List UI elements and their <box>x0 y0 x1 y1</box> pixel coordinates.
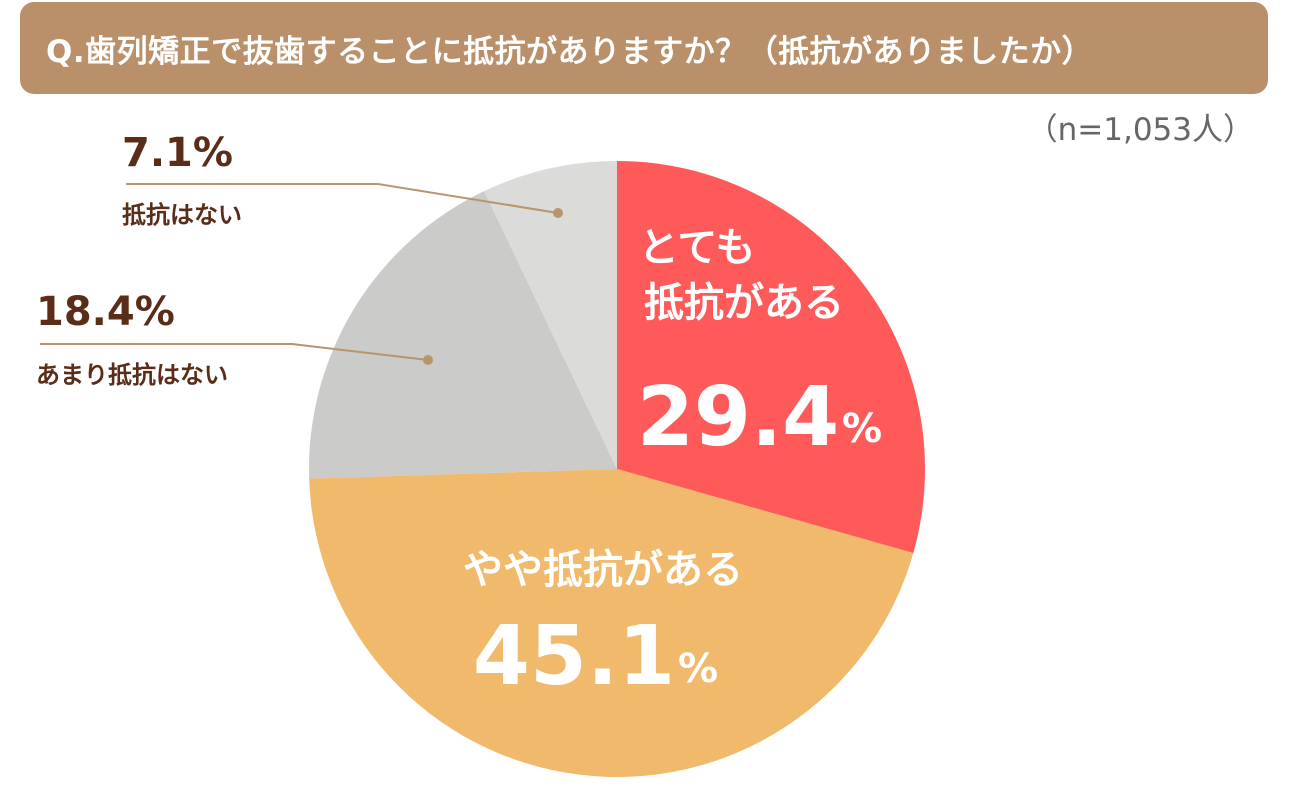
leader-dot <box>423 355 433 365</box>
leader-line <box>126 183 559 214</box>
slice-value: 29.4 <box>637 370 839 465</box>
slice-value: 7.1% <box>122 130 233 176</box>
sample-size: （n=1,053人） <box>1026 112 1254 148</box>
slice-value: 18.4% <box>36 289 175 335</box>
slice-unit: % <box>678 646 718 692</box>
pie-slice <box>309 469 914 777</box>
slice-value: 45.1 <box>473 609 675 704</box>
slice-label: 抵抗はない <box>122 201 242 229</box>
slice-label: 抵抗がある <box>644 280 844 326</box>
slice-label: あまり抵抗はない <box>36 361 228 389</box>
leader-dot <box>553 208 563 218</box>
title-bar: Q.歯列矯正で抜歯することに抵抗がありますか？（抵抗がありましたか） <box>20 2 1268 94</box>
pie-slice <box>617 161 925 554</box>
slice-label: やや抵抗がある <box>463 547 743 593</box>
pie-slice <box>484 161 617 469</box>
slice-unit: % <box>842 406 882 452</box>
slice-label: とても <box>639 225 756 271</box>
pie-slice <box>308 191 617 479</box>
leader-line <box>40 343 429 361</box>
chart-title: Q.歯列矯正で抜歯することに抵抗がありますか？（抵抗がありましたか） <box>46 33 1094 70</box>
